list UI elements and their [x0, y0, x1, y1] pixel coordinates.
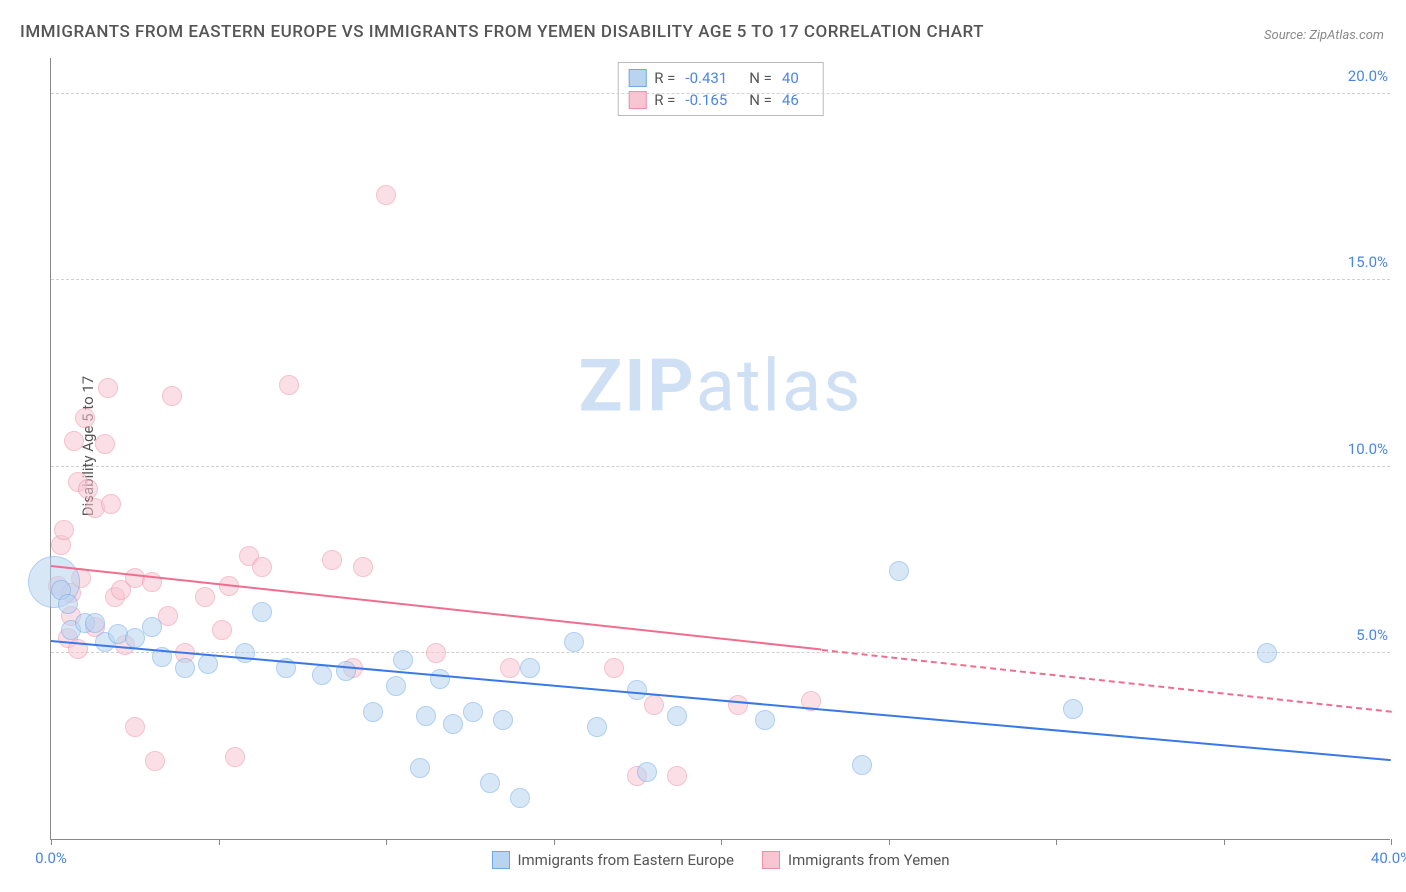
- x-tick-label: 40.0%: [1371, 849, 1406, 867]
- scatter-point-yemen: [101, 494, 121, 514]
- scatter-point-yemen: [75, 408, 95, 428]
- swatch-eastern-europe: [628, 69, 646, 87]
- scatter-point-eastern_europe: [142, 617, 162, 637]
- scatter-point-yemen: [225, 747, 245, 767]
- scatter-point-eastern_europe: [480, 773, 500, 793]
- r-label: R =: [654, 67, 675, 89]
- gridline: [51, 93, 1390, 94]
- n-value-ee: 40: [782, 67, 799, 89]
- scatter-point-eastern_europe: [312, 665, 332, 685]
- scatter-point-eastern_europe: [587, 717, 607, 737]
- scatter-point-yemen: [500, 658, 520, 678]
- scatter-point-yemen: [252, 557, 272, 577]
- x-tick-mark: [889, 839, 890, 845]
- trend-line: [821, 649, 1391, 713]
- x-tick-mark: [51, 839, 52, 845]
- n-label: N =: [749, 67, 772, 89]
- x-tick-mark: [219, 839, 220, 845]
- scatter-point-yemen: [95, 434, 115, 454]
- x-tick-mark: [554, 839, 555, 845]
- scatter-point-yemen: [162, 386, 182, 406]
- scatter-point-yemen: [78, 479, 98, 499]
- scatter-point-yemen: [98, 378, 118, 398]
- gridline: [51, 466, 1390, 467]
- scatter-point-yemen: [376, 185, 396, 205]
- scatter-point-eastern_europe: [667, 706, 687, 726]
- scatter-point-eastern_europe: [493, 710, 513, 730]
- swatch-eastern-europe: [491, 851, 509, 869]
- scatter-point-yemen: [64, 431, 84, 451]
- scatter-point-eastern_europe: [852, 755, 872, 775]
- scatter-point-yemen: [125, 717, 145, 737]
- scatter-point-yemen: [604, 658, 624, 678]
- scatter-point-yemen: [145, 751, 165, 771]
- scatter-point-yemen: [195, 587, 215, 607]
- scatter-point-eastern_europe: [430, 669, 450, 689]
- plot-area: ZIPatlas R =-0.431 N =40 R =-0.165 N =46…: [50, 58, 1390, 840]
- scatter-point-eastern_europe: [463, 702, 483, 722]
- scatter-point-eastern_europe: [363, 702, 383, 722]
- scatter-point-eastern_europe: [889, 561, 909, 581]
- scatter-point-eastern_europe: [416, 706, 436, 726]
- scatter-point-eastern_europe: [85, 613, 105, 633]
- watermark-bold: ZIP: [579, 344, 696, 429]
- legend-item-eastern-europe: Immigrants from Eastern Europe: [491, 851, 734, 869]
- scatter-point-eastern_europe: [198, 654, 218, 674]
- scatter-point-yemen: [158, 606, 178, 626]
- scatter-point-eastern_europe: [510, 788, 530, 808]
- legend-stats: R =-0.431 N =40 R =-0.165 N =46: [617, 62, 824, 116]
- trend-line: [51, 640, 1391, 761]
- swatch-yemen: [762, 851, 780, 869]
- scatter-point-eastern_europe: [564, 632, 584, 652]
- x-tick-mark: [1391, 839, 1392, 845]
- scatter-point-eastern_europe: [627, 680, 647, 700]
- scatter-point-yemen: [279, 375, 299, 395]
- watermark: ZIPatlas: [579, 344, 863, 429]
- legend-item-yemen: Immigrants from Yemen: [762, 851, 950, 869]
- legend-label: Immigrants from Eastern Europe: [517, 851, 734, 869]
- x-tick-mark: [1224, 839, 1225, 845]
- gridline: [51, 279, 1390, 280]
- x-tick-mark: [721, 839, 722, 845]
- scatter-point-eastern_europe: [637, 762, 657, 782]
- scatter-point-yemen: [644, 695, 664, 715]
- scatter-point-eastern_europe: [393, 650, 413, 670]
- source-attribution: Source: ZipAtlas.com: [1264, 28, 1384, 43]
- scatter-point-eastern_europe: [520, 658, 540, 678]
- legend-series: Immigrants from Eastern Europe Immigrant…: [481, 851, 959, 869]
- y-tick-label: 5.0%: [1350, 626, 1394, 644]
- x-tick-label: 0.0%: [35, 849, 67, 867]
- y-tick-label: 10.0%: [1342, 440, 1394, 458]
- watermark-rest: atlas: [696, 344, 863, 429]
- scatter-point-yemen: [212, 620, 232, 640]
- legend-label: Immigrants from Yemen: [788, 851, 950, 869]
- legend-stats-row: R = -0.431 N = 40: [628, 67, 813, 89]
- scatter-point-eastern_europe: [1063, 699, 1083, 719]
- scatter-point-eastern_europe: [336, 661, 356, 681]
- chart-title: IMMIGRANTS FROM EASTERN EUROPE VS IMMIGR…: [20, 22, 984, 42]
- scatter-point-eastern_europe: [443, 714, 463, 734]
- scatter-point-eastern_europe: [175, 658, 195, 678]
- x-tick-mark: [1056, 839, 1057, 845]
- scatter-point-eastern_europe: [58, 594, 78, 614]
- scatter-point-eastern_europe: [252, 602, 272, 622]
- scatter-point-yemen: [353, 557, 373, 577]
- scatter-point-eastern_europe: [1257, 643, 1277, 663]
- scatter-point-yemen: [322, 550, 342, 570]
- r-value-ee: -0.431: [685, 67, 727, 89]
- y-tick-label: 20.0%: [1342, 67, 1394, 85]
- y-tick-label: 15.0%: [1342, 253, 1394, 271]
- scatter-point-yemen: [728, 695, 748, 715]
- x-tick-mark: [386, 839, 387, 845]
- scatter-point-eastern_europe: [410, 758, 430, 778]
- scatter-point-yemen: [54, 520, 74, 540]
- scatter-point-eastern_europe: [386, 676, 406, 696]
- scatter-point-yemen: [426, 643, 446, 663]
- scatter-point-eastern_europe: [755, 710, 775, 730]
- scatter-point-yemen: [667, 766, 687, 786]
